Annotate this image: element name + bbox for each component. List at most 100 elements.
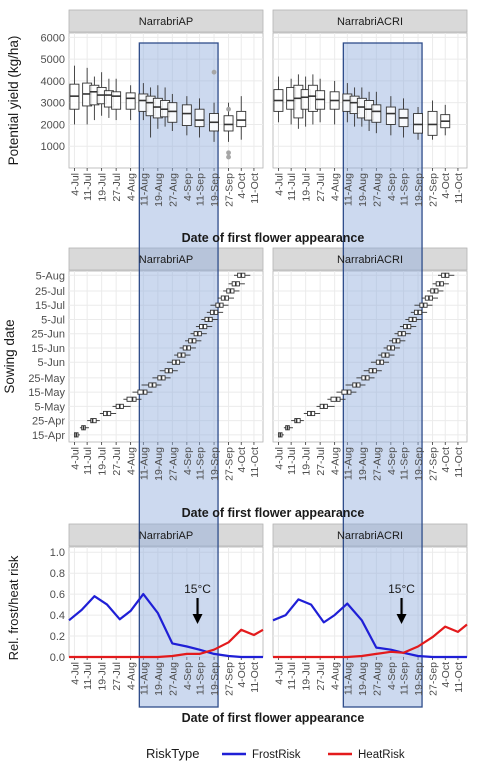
x-tick-label: 11-Aug [138, 173, 150, 206]
x-tick-label: 27-Aug [371, 662, 383, 696]
y-tick-label: 0.2 [50, 631, 65, 643]
box-body [90, 418, 97, 424]
x-tick-label: 19-Aug [153, 662, 165, 696]
x-tick-label: 11-Jul [286, 447, 298, 475]
x-tick-label: 27-Aug [371, 173, 383, 207]
y-tick-label: 5-May [34, 401, 65, 413]
x-tick-label: 19-Sep [413, 447, 425, 481]
x-tick-label: 4-Jul [273, 173, 285, 196]
facet-strip-label: NarrabriAP [139, 16, 193, 28]
box-body [194, 108, 205, 128]
frost-risk-line [68, 593, 263, 659]
y-tick-label: 25-May [28, 373, 65, 385]
x-tick-label: 19-Sep [209, 173, 221, 207]
x-tick-label: 19-Aug [357, 662, 369, 696]
x-tick-label: 19-Jul [301, 447, 313, 476]
facet-strip-label: NarrabriAP [139, 530, 193, 542]
x-tick-label: 4-Aug [330, 662, 342, 690]
y-tick-label: 0.6 [50, 589, 65, 601]
x-tick-label: 4-Sep [386, 662, 398, 690]
x-tick-label: 4-Sep [182, 173, 194, 201]
outlier-point [226, 154, 231, 160]
x-tick-label: 4-Aug [126, 173, 138, 201]
x-tick-label: 4-Oct [236, 173, 248, 199]
heat-risk-line [273, 623, 468, 659]
box-body [137, 389, 148, 395]
y-tick-label: 1.0 [50, 547, 65, 559]
facet-strip [272, 523, 468, 547]
x-tick-label: 4-Sep [182, 662, 194, 690]
x-tick-label: 11-Jul [82, 173, 94, 201]
x-tick-label: 19-Jul [97, 173, 109, 202]
x-tick-label: 4-Aug [330, 447, 342, 475]
highlight-layer [138, 42, 423, 708]
heat-risk-line [69, 628, 264, 659]
x-tick-label: 4-Jul [69, 447, 81, 470]
x-tick-label: 27-Sep [224, 662, 236, 696]
x-tick-label: 11-Aug [138, 447, 150, 480]
x-tick-label: 19-Sep [413, 662, 425, 696]
box-body [181, 104, 192, 126]
facet-strip [68, 523, 264, 547]
x-tick-label: 11-Oct [249, 447, 261, 478]
x-tick-label: 11-Aug [342, 173, 354, 206]
x-tick-label: 11-Sep [195, 662, 207, 695]
legend-label-heat: HeatRisk [358, 749, 405, 761]
x-tick-label: 4-Sep [182, 447, 194, 475]
box-body [126, 396, 137, 402]
box-body [385, 106, 396, 125]
y-tick-label: 25-Jun [31, 329, 65, 341]
box-body [111, 91, 122, 110]
x-tick-label: 4-Oct [440, 173, 452, 199]
box-body [427, 110, 438, 136]
x-axis-title: Date of first flower appearance [182, 506, 365, 520]
x-tick-label: 19-Sep [209, 447, 221, 481]
x-tick-label: 27-Jul [315, 662, 327, 691]
x-axis-title: Date of first flower appearance [182, 711, 365, 725]
facet-strip-label: NarrabriACRI [337, 254, 403, 266]
y-tick-label: 25-Apr [32, 416, 65, 428]
y-tick-label: 1000 [41, 141, 65, 153]
x-tick-label: 11-Oct [453, 447, 465, 478]
x-tick-label: 11-Oct [453, 173, 465, 204]
temperature-annotation-label: 15°C [388, 582, 415, 596]
x-tick-label: 4-Sep [386, 173, 398, 201]
highlight-window-narrabriacri [342, 42, 423, 708]
x-tick-label: 11-Oct [249, 662, 261, 693]
x-tick-label: 4-Jul [69, 662, 81, 685]
legend-title: RiskType [146, 746, 199, 761]
facet-strip [272, 247, 468, 271]
y-tick-label: 4000 [41, 76, 65, 88]
box-body [413, 113, 423, 134]
x-tick-label: 19-Jul [301, 173, 313, 202]
x-tick-label: 27-Sep [224, 447, 236, 481]
x-tick-label: 27-Aug [371, 447, 383, 481]
box-body [371, 104, 382, 123]
outlier-point [226, 150, 231, 156]
y-tick-label: 0.0 [50, 652, 65, 664]
x-tick-label: 27-Sep [428, 447, 440, 481]
facet-strip [68, 247, 264, 271]
y-axis-title: Sowing date [2, 319, 17, 393]
y-tick-label: 5-Jun [37, 357, 65, 369]
x-tick-label: 11-Aug [138, 662, 150, 695]
y-tick-label: 15-May [28, 387, 65, 399]
facet-strip-label: NarrabriAP [139, 254, 193, 266]
x-tick-label: 11-Jul [286, 662, 298, 690]
x-tick-label: 4-Jul [273, 447, 285, 470]
facet-strip [68, 9, 264, 33]
x-tick-label: 19-Aug [153, 173, 165, 207]
box-body [223, 115, 234, 132]
x-tick-label: 4-Aug [126, 662, 138, 690]
x-tick-label: 11-Sep [399, 173, 411, 206]
highlight-window-narrabriap [138, 42, 219, 708]
y-tick-label: 5-Jul [41, 314, 65, 326]
temperature-annotation-label: 15°C [184, 582, 211, 596]
x-tick-label: 11-Aug [342, 662, 354, 695]
x-tick-label: 19-Aug [357, 173, 369, 207]
annotation-arrow-head [396, 614, 407, 624]
x-tick-label: 19-Jul [301, 662, 313, 691]
outlier-point [226, 106, 231, 112]
